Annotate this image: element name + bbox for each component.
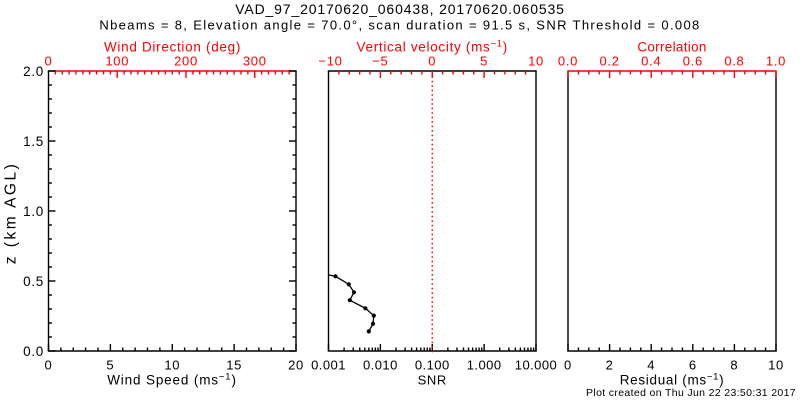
svg-text:200: 200 xyxy=(174,54,198,69)
svg-text:−10: −10 xyxy=(318,54,342,69)
svg-text:0.100: 0.100 xyxy=(415,358,450,373)
svg-text:Nbeams = 8, Elevation angle =: Nbeams = 8, Elevation angle = 70.0°, sca… xyxy=(99,18,700,33)
svg-text:1.0: 1.0 xyxy=(23,204,44,219)
svg-text:Residual (ms−1): Residual (ms−1) xyxy=(620,372,725,388)
svg-text:SNR: SNR xyxy=(418,373,447,388)
svg-text:6: 6 xyxy=(689,358,697,373)
svg-text:2: 2 xyxy=(606,358,614,373)
svg-text:0: 0 xyxy=(564,358,572,373)
svg-text:4: 4 xyxy=(647,358,655,373)
svg-text:10: 10 xyxy=(528,54,544,69)
svg-text:VAD_97_20170620_060438, 201706: VAD_97_20170620_060438, 20170620.060535 xyxy=(235,1,565,17)
svg-text:0.8: 0.8 xyxy=(724,54,744,69)
svg-text:0.0: 0.0 xyxy=(558,54,578,69)
svg-text:z (km AGL): z (km AGL) xyxy=(3,162,20,265)
svg-text:0: 0 xyxy=(45,54,53,69)
svg-text:20: 20 xyxy=(288,358,304,373)
svg-text:0.001: 0.001 xyxy=(311,358,346,373)
svg-text:1.000: 1.000 xyxy=(467,358,502,373)
svg-text:Plot created on Thu Jun 22 23:: Plot created on Thu Jun 22 23:50:31 2017 xyxy=(586,387,796,399)
svg-text:0.6: 0.6 xyxy=(683,54,703,69)
svg-text:5: 5 xyxy=(480,54,488,69)
svg-text:Vertical velocity (ms−1): Vertical velocity (ms−1) xyxy=(357,39,508,55)
svg-text:5: 5 xyxy=(106,358,114,373)
svg-text:1.5: 1.5 xyxy=(23,134,44,149)
svg-text:Correlation: Correlation xyxy=(637,40,706,55)
svg-text:Wind Direction (deg): Wind Direction (deg) xyxy=(104,40,241,55)
svg-text:10: 10 xyxy=(164,358,180,373)
svg-text:0.2: 0.2 xyxy=(600,54,620,69)
svg-text:2.0: 2.0 xyxy=(23,64,44,79)
svg-text:15: 15 xyxy=(226,358,242,373)
svg-text:0: 0 xyxy=(428,54,436,69)
svg-text:300: 300 xyxy=(243,54,267,69)
svg-text:100: 100 xyxy=(105,54,129,69)
svg-text:8: 8 xyxy=(730,358,738,373)
svg-text:0: 0 xyxy=(45,358,53,373)
svg-text:0.010: 0.010 xyxy=(363,358,398,373)
svg-text:10: 10 xyxy=(768,358,784,373)
svg-text:0.4: 0.4 xyxy=(641,54,661,69)
svg-text:0.0: 0.0 xyxy=(23,344,44,359)
svg-text:Wind Speed (ms−1): Wind Speed (ms−1) xyxy=(107,372,237,388)
svg-text:0.5: 0.5 xyxy=(23,274,44,289)
svg-text:1.0: 1.0 xyxy=(766,54,786,69)
svg-text:−5: −5 xyxy=(372,54,388,69)
svg-text:10.000: 10.000 xyxy=(515,358,557,373)
